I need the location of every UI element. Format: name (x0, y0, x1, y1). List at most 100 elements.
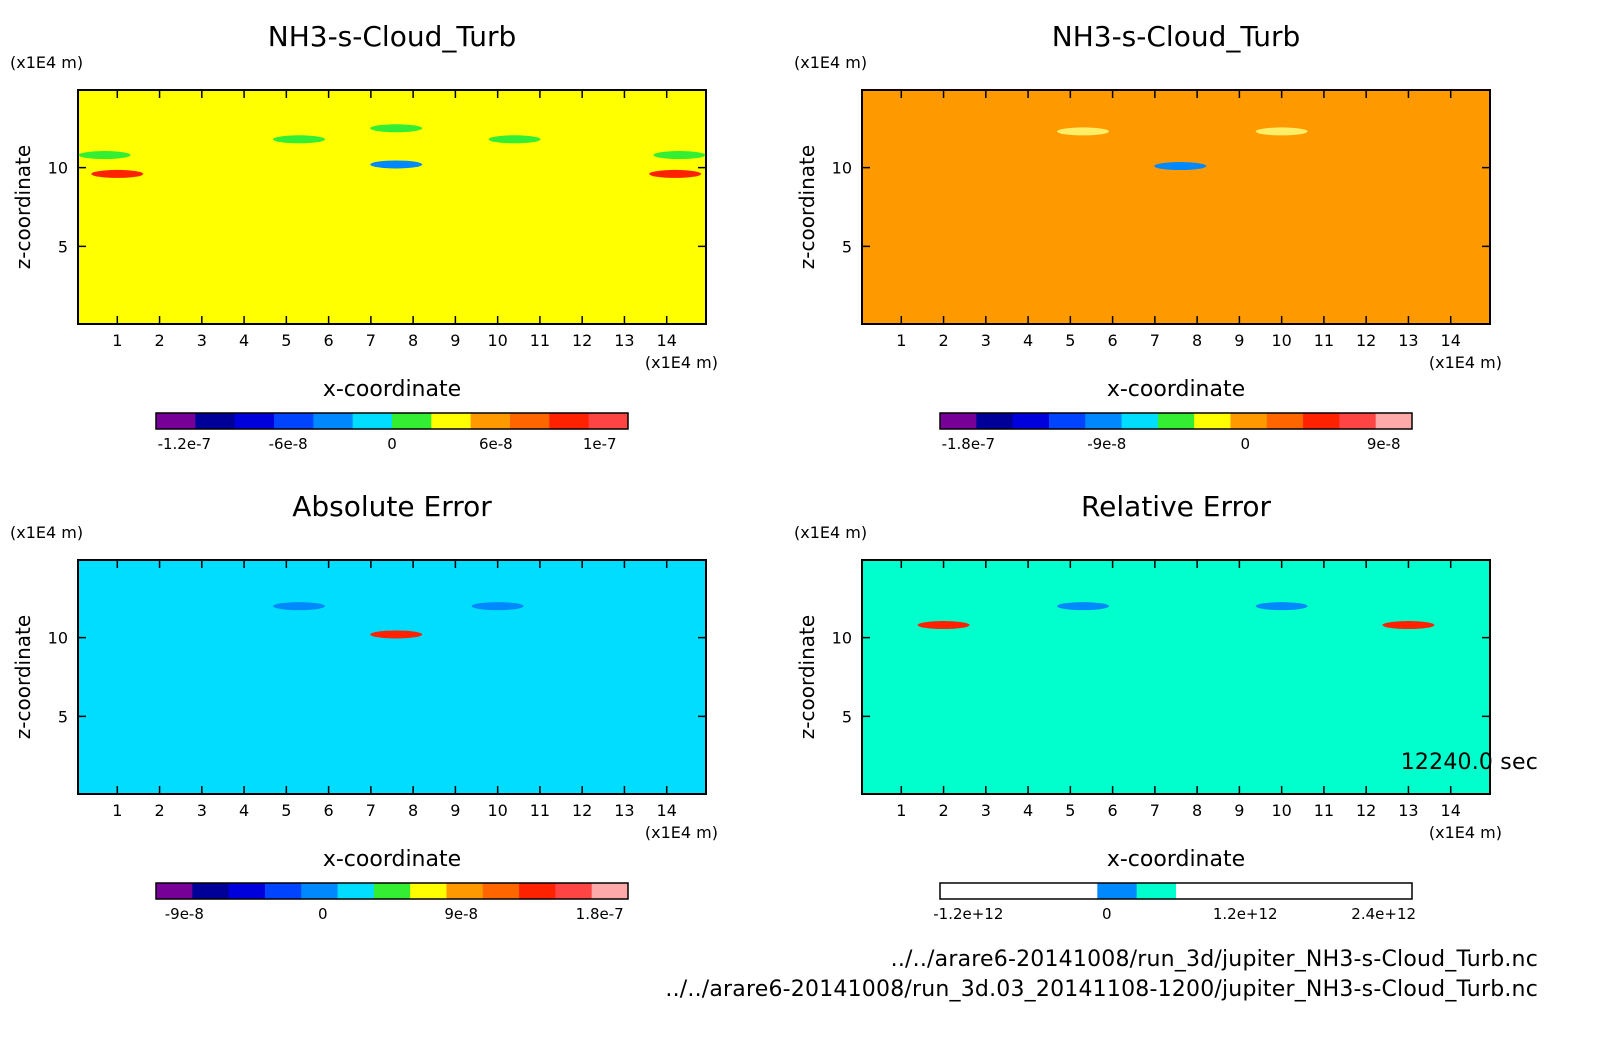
x-tick-label: 8 (1192, 331, 1202, 350)
colorbar-segment (1230, 413, 1268, 429)
colorbar-segment (940, 413, 977, 429)
x-unit-label: (x1E4 m) (1429, 353, 1502, 372)
colorbar-segment (264, 883, 302, 899)
panel-title: NH3-s-Cloud_Turb (1052, 20, 1300, 53)
colorbar-segment (510, 413, 550, 429)
colorbar-segment (1375, 413, 1413, 429)
x-tick-label: 12 (1356, 331, 1376, 350)
x-tick-label: 11 (1314, 801, 1334, 820)
colorbar-segment (482, 883, 520, 899)
x-axis-label: x-coordinate (323, 847, 461, 872)
x-tick-label: 9 (1234, 801, 1244, 820)
y-unit-label: (x1E4 m) (10, 523, 83, 542)
colorbar-segment (156, 883, 193, 899)
x-tick-label: 13 (614, 801, 634, 820)
x-tick-label: 4 (1023, 801, 1033, 820)
contour-patch (471, 602, 524, 611)
x-tick-label: 1 (112, 801, 122, 820)
x-tick-label: 1 (896, 331, 906, 350)
x-tick-label: 13 (614, 331, 634, 350)
contour-patch (273, 602, 326, 611)
colorbar-segment (337, 883, 375, 899)
colorbar-label: 9e-8 (444, 905, 478, 923)
x-tick-label: 7 (1150, 801, 1160, 820)
colorbar-segment (192, 883, 230, 899)
y-unit-label: (x1E4 m) (10, 53, 83, 72)
colorbar-segment (549, 413, 590, 429)
y-unit-label: (x1E4 m) (794, 523, 867, 542)
colorbar-segment (1266, 413, 1304, 429)
colorbar-segment (392, 413, 432, 429)
y-unit-label: (x1E4 m) (794, 53, 867, 72)
contour-patch (1057, 127, 1110, 136)
colorbar-segment (591, 883, 629, 899)
x-axis-label: x-coordinate (1107, 377, 1245, 402)
colorbar-segment (1215, 883, 1256, 899)
x-tick-label: 6 (1108, 331, 1118, 350)
x-tick-label: 12 (572, 331, 592, 350)
x-tick-label: 2 (154, 801, 164, 820)
contour-patch (1382, 621, 1435, 630)
contour-patch (370, 630, 423, 639)
x-tick-label: 10 (1271, 801, 1291, 820)
colorbar-frame (155, 882, 629, 900)
y-tick-label: 10 (48, 159, 68, 178)
contour-patch (488, 135, 541, 144)
x-unit-label: (x1E4 m) (645, 353, 718, 372)
x-tick-label: 5 (281, 331, 291, 350)
colorbar-segment (352, 413, 393, 429)
colorbar-label: 9e-8 (1367, 435, 1401, 453)
plot-area (861, 559, 1491, 795)
x-tick-label: 13 (1398, 801, 1418, 820)
x-tick-label: 5 (281, 801, 291, 820)
footer-file2: ../../arare6-20141008/run_3d.03_20141108… (665, 977, 1538, 1002)
contour-patch (649, 169, 702, 178)
x-tick-label: 13 (1398, 331, 1418, 350)
y-tick-label: 5 (58, 237, 68, 256)
colorbar-segment (195, 413, 236, 429)
colorbar-segment (1372, 883, 1413, 899)
x-tick-label: 2 (938, 801, 948, 820)
colorbar-segment (470, 413, 511, 429)
contour-patch (370, 160, 423, 169)
y-tick-label: 10 (832, 159, 852, 178)
x-tick-label: 8 (408, 801, 418, 820)
x-axis-label: x-coordinate (323, 377, 461, 402)
colorbar-label: 0 (318, 905, 328, 923)
x-tick-label: 4 (1023, 331, 1033, 350)
panel-title: Relative Error (1081, 490, 1272, 523)
colorbar-segment (234, 413, 275, 429)
contour-patch (1057, 602, 1110, 611)
panel-title: Absolute Error (292, 490, 492, 523)
x-tick-label: 7 (366, 331, 376, 350)
colorbar-label: 1.2e+12 (1213, 905, 1278, 923)
x-tick-label: 1 (896, 801, 906, 820)
colorbar-segment (1333, 883, 1374, 899)
colorbar-segment (410, 883, 447, 899)
x-tick-label: 14 (657, 331, 677, 350)
plot-area (861, 89, 1491, 325)
colorbar-segment (976, 413, 1014, 429)
colorbar-segment (940, 883, 980, 899)
contour-patch (1154, 162, 1207, 171)
y-axis-label: z-coordinate (795, 615, 819, 739)
x-tick-label: 11 (530, 331, 550, 350)
colorbar-label: 0 (387, 435, 397, 453)
colorbar-label: 0 (1240, 435, 1250, 453)
colorbar-segment (1085, 413, 1123, 429)
colorbar-label: 2.4e+12 (1351, 905, 1416, 923)
x-tick-label: 1 (112, 331, 122, 350)
colorbar-segment (228, 883, 266, 899)
contour-patch (653, 151, 706, 160)
colorbar-segment (979, 883, 1020, 899)
contour-patch (273, 135, 326, 144)
contour-patch (917, 621, 970, 630)
colorbar-segment (519, 883, 556, 899)
colorbar-segment (1339, 413, 1377, 429)
colorbar-segment (274, 413, 314, 429)
x-tick-label: 5 (1065, 331, 1075, 350)
colorbar-label: 0 (1102, 905, 1112, 923)
y-tick-label: 5 (842, 237, 852, 256)
colorbar-label: 1e-7 (583, 435, 617, 453)
